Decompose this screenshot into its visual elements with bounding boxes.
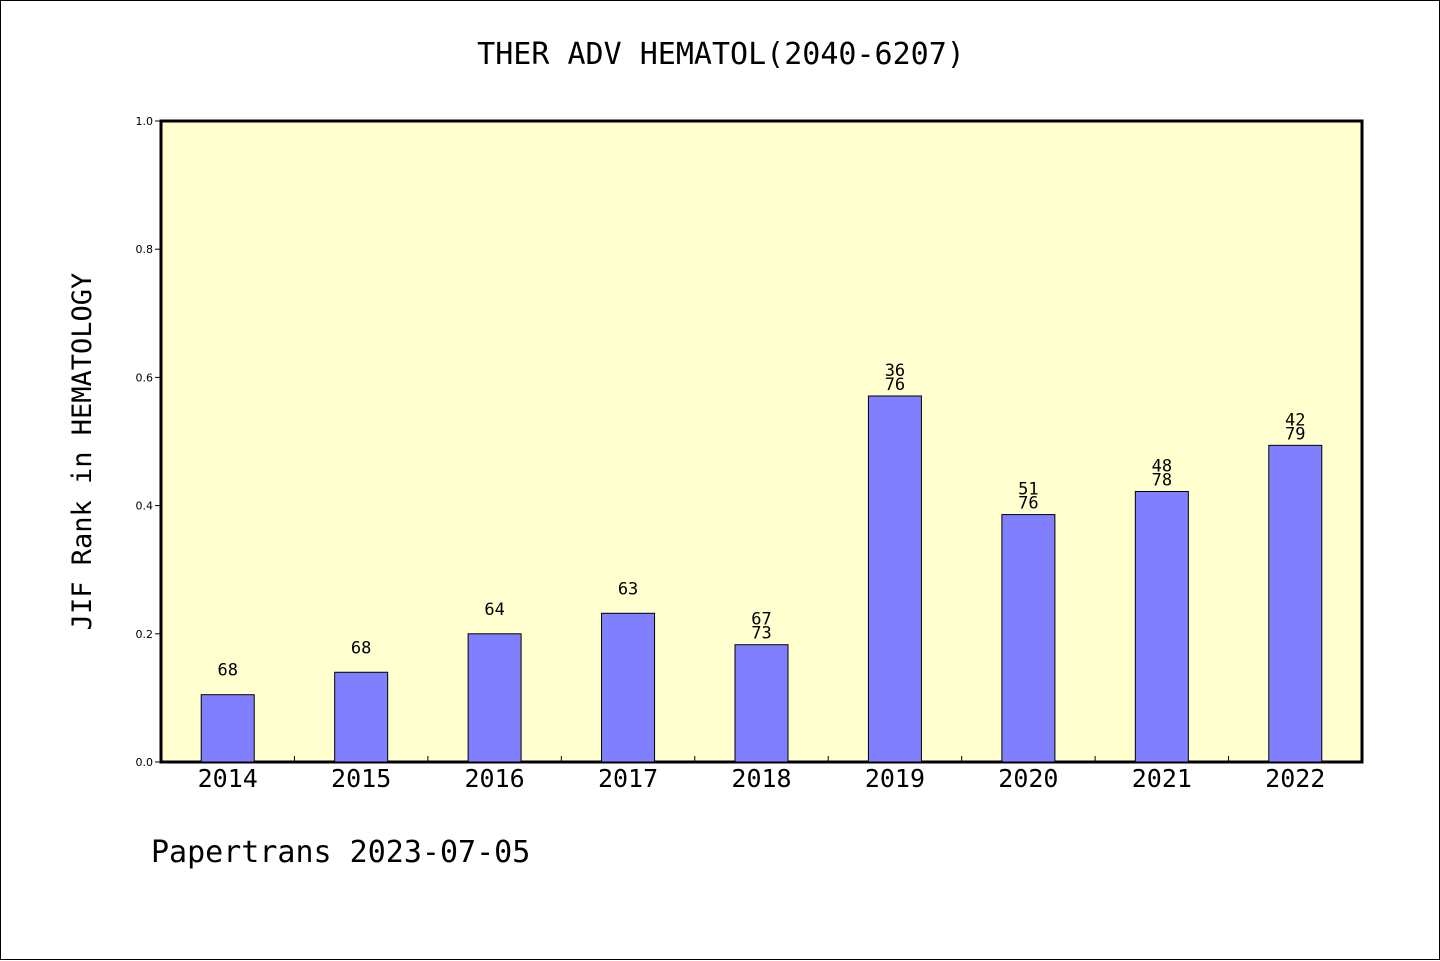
x-tick-label: 2022 [1265, 764, 1325, 793]
y-tick-label: 0.6 [136, 371, 154, 384]
bar-rank-label: 36 [885, 361, 905, 381]
x-tick-label: 2018 [731, 764, 791, 793]
x-tick-label: 2014 [198, 764, 258, 793]
y-tick-label: 0.4 [136, 500, 154, 513]
bar [334, 671, 389, 763]
x-tick-label: 2016 [465, 764, 525, 793]
bar-value-label: 63 [618, 579, 638, 599]
x-tick-label: 2015 [331, 764, 391, 793]
bar-series [200, 395, 1323, 763]
x-tick-label: 2021 [1132, 764, 1192, 793]
y-tick-label: 1.0 [136, 115, 154, 128]
y-axis-label: JIF Rank in HEMATOLOGY [67, 273, 98, 631]
bar-rank-label: 42 [1285, 410, 1305, 430]
y-tick-label: 0.0 [136, 756, 154, 769]
bar-rank-label: 51 [1018, 480, 1038, 500]
bar-total-label: 76 [1018, 494, 1038, 514]
bar-total-label: 73 [751, 624, 771, 644]
bar-value-label: 64 [484, 600, 504, 620]
x-tick-label: 2017 [598, 764, 658, 793]
bar-total-label: 76 [885, 375, 905, 395]
bar [1134, 490, 1189, 763]
footer-credit: Papertrans 2023-07-05 [151, 835, 531, 870]
bar [601, 612, 656, 763]
bar [1001, 514, 1056, 763]
x-axis: 2014 2015 2016 2017 2018 2019 2020 2021 2022 [198, 756, 1325, 793]
bar [1268, 444, 1323, 763]
bar [734, 644, 789, 763]
y-tick-label: 0.2 [136, 628, 154, 641]
chart-title: THER ADV HEMATOL(2040-6207) [477, 37, 965, 72]
bar [467, 633, 522, 763]
bar [200, 694, 255, 763]
x-tick-label: 2020 [998, 764, 1058, 793]
bar-value-label: 68 [351, 638, 371, 658]
bar-value-label: 68 [217, 661, 237, 681]
bar-total-label: 79 [1285, 424, 1305, 444]
bar [867, 395, 922, 763]
y-tick-label: 0.8 [136, 243, 154, 256]
bar-rank-label: 48 [1152, 456, 1172, 476]
bar-total-label: 78 [1152, 470, 1172, 490]
y-axis: 0.0 0.2 0.4 0.6 0.8 1.0 [136, 115, 161, 769]
x-tick-label: 2019 [865, 764, 925, 793]
bar-rank-label: 67 [751, 610, 771, 630]
